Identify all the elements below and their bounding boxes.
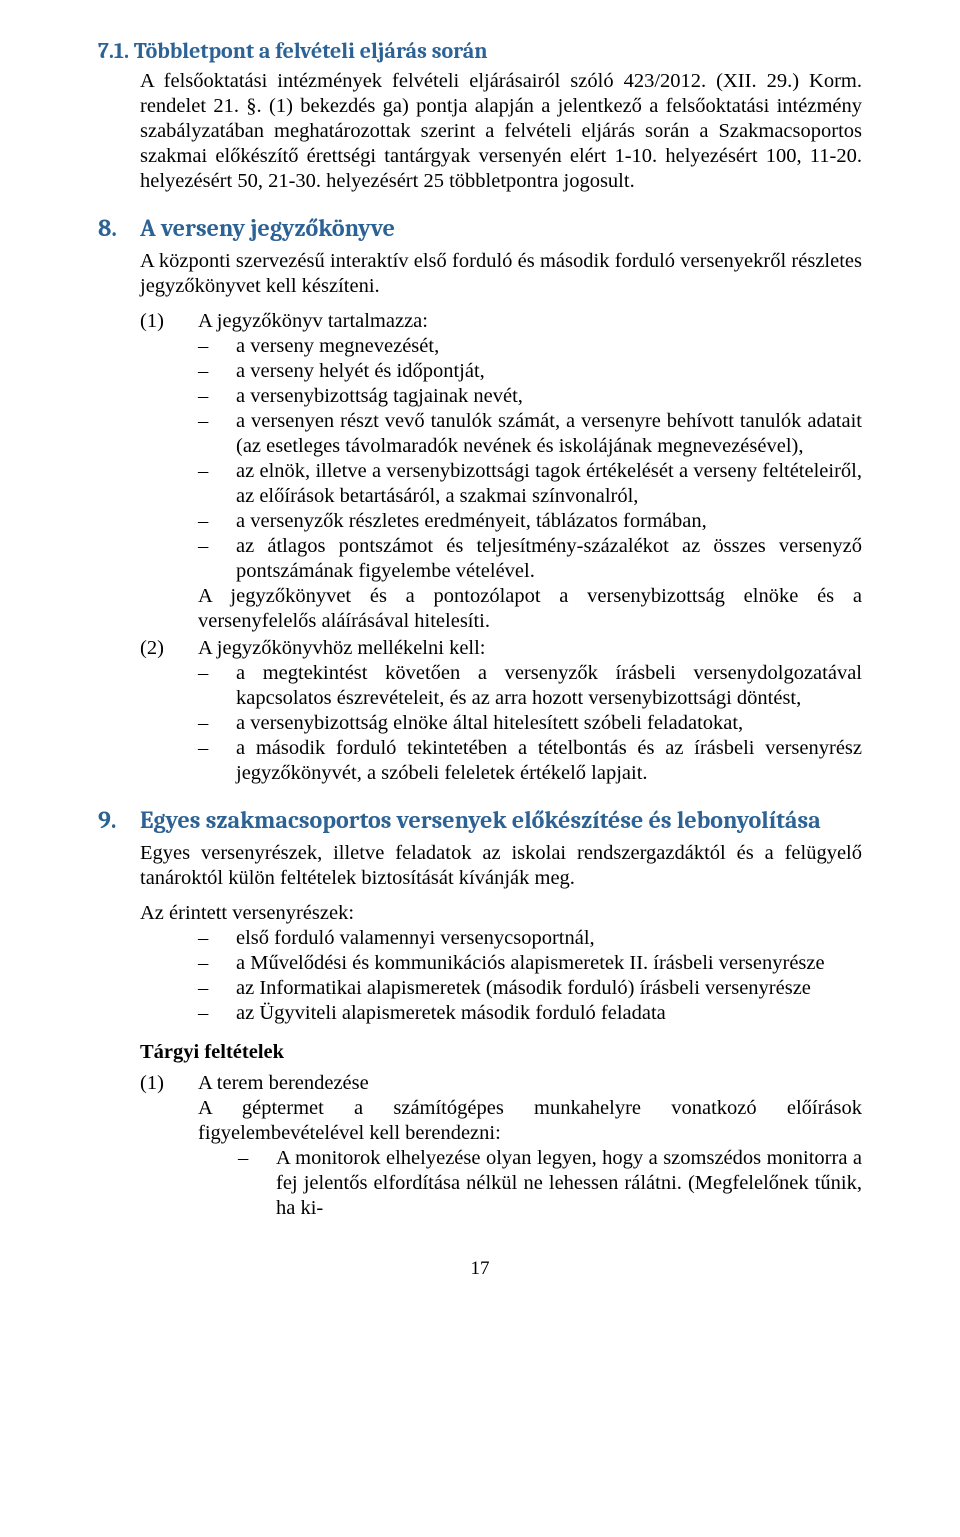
list-item: –az átlagos pontszámot és teljesítmény-s…	[198, 534, 862, 584]
heading-7-1: 7.1. Többletpont a felvételi eljárás sor…	[98, 38, 862, 65]
list-item: –a második forduló tekintetében a tételb…	[198, 736, 862, 786]
section8-item2-label: (2)	[98, 636, 198, 661]
heading-8: 8.A verseny jegyzőkönyve	[98, 214, 862, 243]
paragraph-7-1: A felsőoktatási intézmények felvételi el…	[98, 69, 862, 194]
section9-sub1-list: –A monitorok elhelyezése olyan legyen, h…	[98, 1146, 862, 1221]
list-item: –A monitorok elhelyezése olyan legyen, h…	[238, 1146, 862, 1221]
section9-subheading: Tárgyi feltételek	[140, 1040, 862, 1065]
section8-item1-after: A jegyzőkönyvet és a pontozólapot a vers…	[98, 584, 862, 634]
page: 7.1. Többletpont a felvételi eljárás sor…	[0, 0, 960, 1311]
heading-9: 9.Egyes szakmacsoportos versenyek előkés…	[98, 806, 862, 835]
section9-sub1: (1) A terem berendezése A géptermet a sz…	[98, 1071, 862, 1146]
section9-sub1-p: A géptermet a számítógépes munkahelyre v…	[198, 1096, 862, 1146]
list-item: –a versenyen részt vevő tanulók számát, …	[198, 409, 862, 459]
section8-item1-intro: A jegyzőkönyv tartalmazza:	[198, 309, 862, 334]
section8-item1-list: –a verseny megnevezését, –a verseny hely…	[98, 334, 862, 584]
section9-list: –első forduló valamennyi versenycsoportn…	[98, 926, 862, 1026]
section9-sub1-body: A terem berendezése A géptermet a számít…	[198, 1071, 862, 1146]
list-item: –a verseny helyét és időpontját,	[198, 359, 862, 384]
section8-item2-list: –a megtekintést követően a versenyzők ír…	[98, 661, 862, 786]
list-item: –a versenybizottság elnöke által hiteles…	[198, 711, 862, 736]
paragraph-9-1: Egyes versenyrészek, illetve feladatok a…	[98, 841, 862, 891]
section8-item1: (1) A jegyzőkönyv tartalmazza:	[98, 309, 862, 334]
list-item: –a versenyzők részletes eredményeit, táb…	[198, 509, 862, 534]
section9-sub1-label: (1)	[98, 1071, 198, 1146]
section8-item2-intro: A jegyzőkönyvhöz mellékelni kell:	[198, 636, 862, 661]
section9-sub1-intro: A terem berendezése	[198, 1071, 862, 1096]
list-item: –a megtekintést követően a versenyzők ír…	[198, 661, 862, 711]
list-item: –a Művelődési és kommunikációs alapismer…	[198, 951, 862, 976]
section8-item2: (2) A jegyzőkönyvhöz mellékelni kell:	[98, 636, 862, 661]
heading-9-title: Egyes szakmacsoportos versenyek előkészí…	[140, 806, 821, 834]
paragraph-9-2: Az érintett versenyrészek:	[98, 901, 862, 926]
list-item: –a versenybizottság tagjainak nevét,	[198, 384, 862, 409]
heading-8-num: 8.	[98, 214, 140, 243]
heading-9-num: 9.	[98, 806, 140, 835]
paragraph-8-intro: A központi szervezésű interaktív első fo…	[98, 249, 862, 299]
list-item: –az Ügyviteli alapismeretek második ford…	[198, 1001, 862, 1026]
list-item: –a verseny megnevezését,	[198, 334, 862, 359]
heading-8-title: A verseny jegyzőkönyve	[140, 214, 395, 242]
list-item: –az elnök, illetve a versenybizottsági t…	[198, 459, 862, 509]
section8-item1-label: (1)	[98, 309, 198, 334]
list-item: –első forduló valamennyi versenycsoportn…	[198, 926, 862, 951]
page-number: 17	[98, 1257, 862, 1280]
list-item: –az Informatikai alapismeretek (második …	[198, 976, 862, 1001]
